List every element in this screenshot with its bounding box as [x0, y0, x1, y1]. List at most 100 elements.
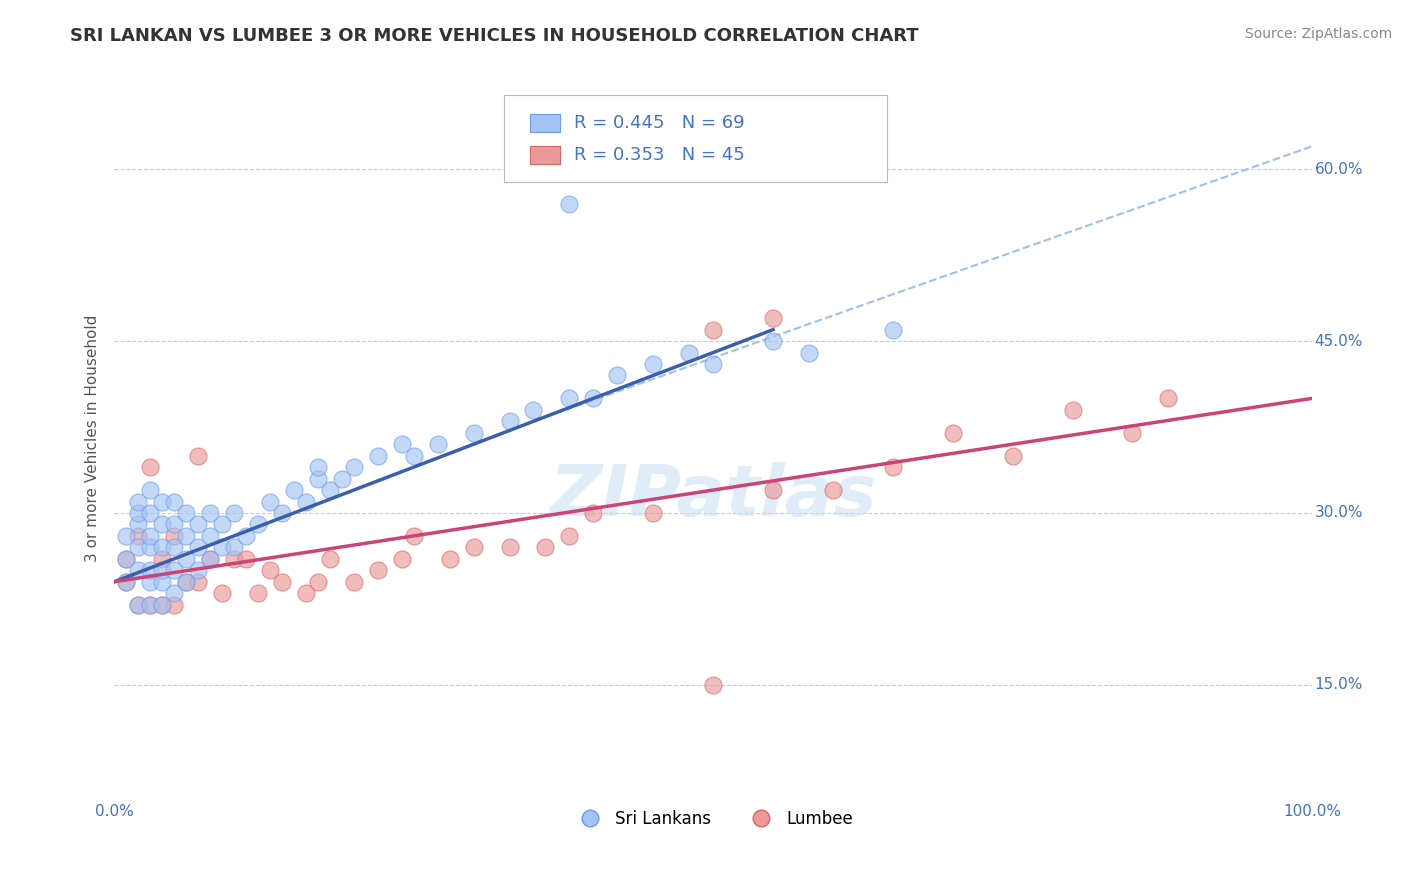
Point: [187, 574, 209, 589]
Point: [307, 574, 329, 589]
Text: 45.0%: 45.0%: [1315, 334, 1362, 349]
Point: [163, 494, 186, 508]
Point: [426, 437, 449, 451]
Point: [115, 574, 138, 589]
Point: [127, 517, 149, 532]
Point: [163, 517, 186, 532]
Point: [163, 541, 186, 555]
Point: [174, 506, 197, 520]
Text: 60.0%: 60.0%: [1315, 161, 1362, 177]
Point: [187, 563, 209, 577]
Point: [558, 196, 581, 211]
Point: [127, 506, 149, 520]
Point: [198, 529, 221, 543]
Point: [150, 517, 173, 532]
Point: [198, 551, 221, 566]
FancyBboxPatch shape: [530, 145, 560, 164]
Point: [1062, 402, 1084, 417]
Point: [582, 392, 605, 406]
Point: [127, 529, 149, 543]
Point: [127, 598, 149, 612]
Point: [534, 541, 557, 555]
Point: [139, 460, 162, 475]
Point: [702, 323, 724, 337]
Point: [115, 574, 138, 589]
Point: [498, 541, 520, 555]
Text: ZIPatlas: ZIPatlas: [550, 462, 877, 531]
Point: [319, 551, 342, 566]
Point: [163, 586, 186, 600]
Point: [198, 506, 221, 520]
Point: [295, 586, 318, 600]
Point: [222, 541, 245, 555]
Point: [174, 574, 197, 589]
Point: [463, 541, 485, 555]
Point: [150, 598, 173, 612]
Point: [139, 598, 162, 612]
Point: [150, 494, 173, 508]
Point: [127, 598, 149, 612]
Point: [271, 506, 294, 520]
Point: [139, 483, 162, 497]
Point: [211, 517, 233, 532]
Point: [797, 345, 820, 359]
Point: [283, 483, 305, 497]
Point: [882, 460, 904, 475]
Point: [174, 574, 197, 589]
Point: [762, 483, 785, 497]
Point: [150, 541, 173, 555]
Point: [139, 529, 162, 543]
Point: [246, 517, 269, 532]
Point: [678, 345, 700, 359]
Point: [702, 678, 724, 692]
Text: Source: ZipAtlas.com: Source: ZipAtlas.com: [1244, 27, 1392, 41]
Point: [295, 494, 318, 508]
Text: R = 0.445   N = 69: R = 0.445 N = 69: [574, 114, 745, 132]
Point: [150, 563, 173, 577]
Point: [115, 551, 138, 566]
Point: [174, 529, 197, 543]
Text: 15.0%: 15.0%: [1315, 677, 1362, 692]
Point: [882, 323, 904, 337]
Point: [163, 563, 186, 577]
Point: [150, 551, 173, 566]
Point: [402, 449, 425, 463]
Point: [307, 472, 329, 486]
Point: [643, 506, 665, 520]
Point: [150, 598, 173, 612]
Point: [259, 563, 281, 577]
Point: [127, 494, 149, 508]
Point: [127, 541, 149, 555]
Text: R = 0.353   N = 45: R = 0.353 N = 45: [574, 145, 745, 164]
Point: [235, 551, 257, 566]
Point: [498, 414, 520, 428]
Point: [1001, 449, 1024, 463]
Point: [235, 529, 257, 543]
Point: [343, 460, 366, 475]
Text: 30.0%: 30.0%: [1315, 506, 1362, 521]
Point: [115, 529, 138, 543]
Point: [246, 586, 269, 600]
Point: [211, 586, 233, 600]
Point: [187, 541, 209, 555]
Point: [163, 598, 186, 612]
Point: [307, 460, 329, 475]
Point: [187, 517, 209, 532]
Point: [367, 449, 389, 463]
Point: [391, 437, 413, 451]
Point: [139, 563, 162, 577]
Point: [163, 529, 186, 543]
Point: [522, 402, 544, 417]
Point: [402, 529, 425, 543]
Legend: Sri Lankans, Lumbee: Sri Lankans, Lumbee: [567, 803, 859, 835]
Point: [259, 494, 281, 508]
Point: [643, 357, 665, 371]
Point: [330, 472, 353, 486]
Point: [271, 574, 294, 589]
Point: [150, 574, 173, 589]
Point: [1157, 392, 1180, 406]
Point: [319, 483, 342, 497]
Point: [139, 506, 162, 520]
Point: [367, 563, 389, 577]
Point: [1121, 425, 1143, 440]
